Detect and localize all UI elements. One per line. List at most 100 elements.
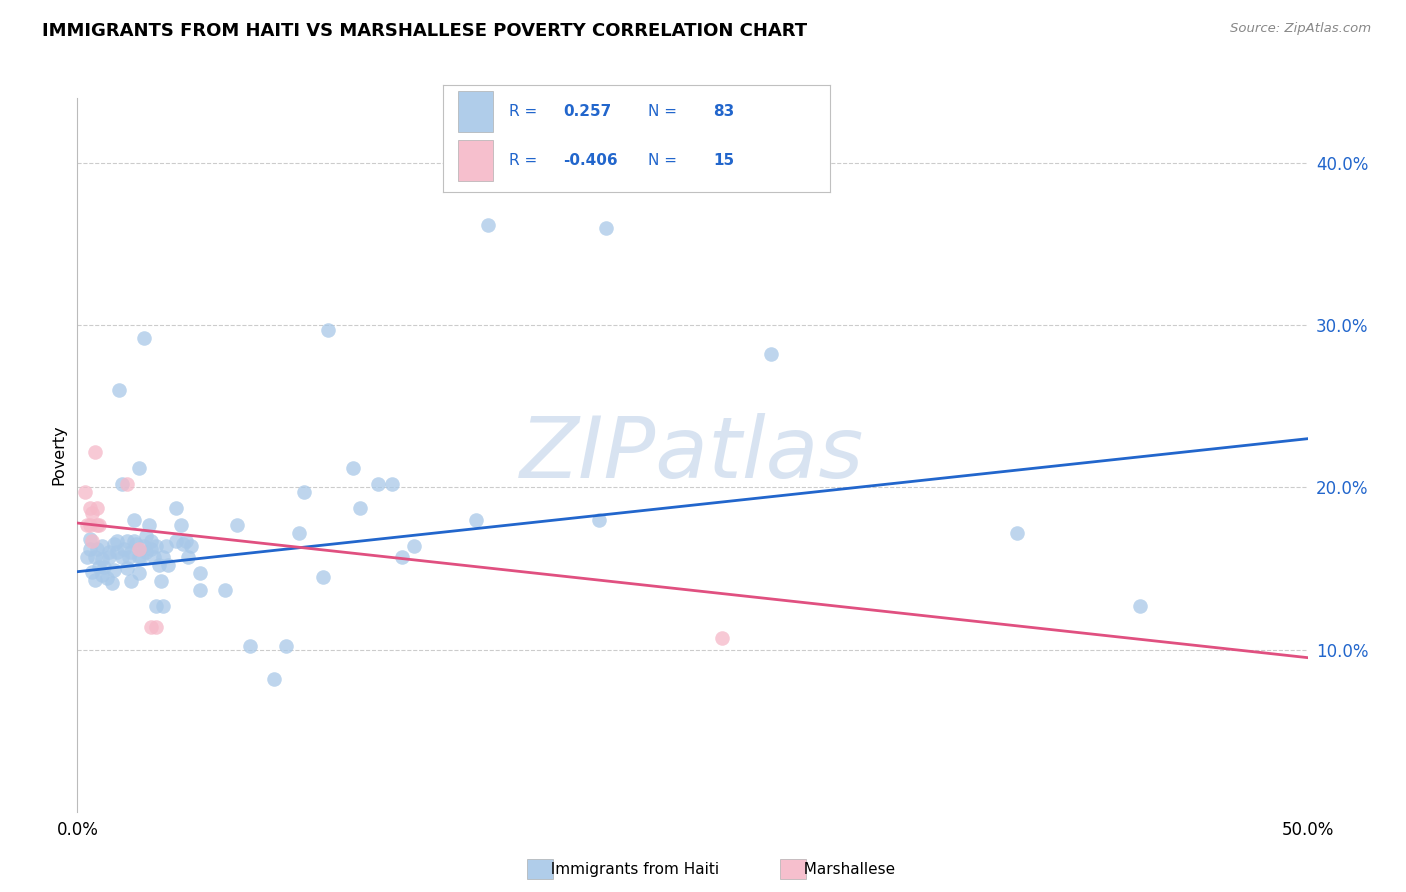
Point (98, 550, 121, 565)
Point (105, 545, 128, 559)
Point (477, 218, 499, 232)
Point (145, 620, 167, 634)
Point (79, 501, 101, 516)
Text: R =: R = (509, 153, 541, 169)
Point (111, 550, 132, 565)
Point (157, 558, 180, 573)
Point (165, 533, 187, 548)
Point (150, 574, 173, 589)
Bar (458, 91, 494, 132)
Point (288, 525, 311, 540)
Point (142, 550, 165, 565)
Point (83, 550, 105, 565)
Point (122, 533, 145, 548)
Point (145, 539, 167, 553)
Point (263, 672, 285, 686)
Point (1007, 525, 1029, 540)
Text: R =: R = (509, 104, 541, 119)
Point (1129, 599, 1152, 613)
Point (76, 517, 98, 532)
Text: Marshallese: Marshallese (794, 863, 896, 877)
Point (96, 571, 118, 585)
Point (82, 533, 104, 548)
Point (312, 569, 335, 583)
Text: Source: ZipAtlas.com: Source: ZipAtlas.com (1230, 22, 1371, 36)
Point (86, 517, 108, 532)
Point (148, 558, 170, 573)
Point (82, 506, 104, 520)
Point (174, 533, 197, 548)
Point (391, 550, 413, 565)
Point (93, 559, 115, 574)
Point (82, 565, 104, 579)
Point (89, 517, 111, 532)
Point (76, 550, 98, 565)
Point (89, 559, 111, 574)
Point (112, 541, 135, 556)
Point (122, 513, 145, 527)
Point (381, 477, 404, 491)
Text: 15: 15 (714, 153, 735, 169)
Point (190, 566, 212, 581)
Point (105, 533, 128, 548)
Point (103, 537, 125, 551)
Text: 83: 83 (714, 104, 735, 119)
Point (170, 517, 193, 532)
Point (180, 539, 202, 553)
Text: Immigrants from Haiti: Immigrants from Haiti (541, 863, 720, 877)
Point (404, 539, 426, 553)
Point (108, 383, 131, 397)
Point (128, 550, 150, 565)
Point (135, 529, 157, 543)
Point (125, 537, 148, 551)
Point (342, 461, 364, 475)
Point (83, 573, 105, 587)
Point (138, 517, 160, 532)
Bar (527, 859, 553, 879)
Point (595, 220, 617, 235)
Point (86, 501, 108, 516)
Point (349, 501, 371, 516)
Point (79, 533, 101, 547)
Point (98, 545, 121, 559)
Point (292, 485, 315, 500)
Text: 0.257: 0.257 (562, 104, 612, 119)
Point (128, 566, 150, 581)
Text: IMMIGRANTS FROM HAITI VS MARSHALLESE POVERTY CORRELATION CHART: IMMIGRANTS FROM HAITI VS MARSHALLESE POV… (42, 22, 807, 40)
Point (73, 485, 96, 500)
Point (152, 599, 174, 613)
Point (226, 517, 249, 532)
Point (86, 541, 108, 556)
Point (761, 347, 783, 361)
Point (121, 545, 143, 559)
Point (103, 563, 125, 577)
Point (318, 323, 340, 337)
Point (152, 550, 174, 565)
Point (118, 550, 141, 565)
Point (128, 461, 150, 475)
Point (465, 513, 488, 527)
Point (131, 550, 153, 565)
Point (115, 533, 138, 548)
Point (141, 533, 163, 548)
Point (141, 620, 163, 634)
Point (79, 541, 101, 556)
Point (239, 640, 262, 654)
Point (711, 631, 734, 645)
Point (132, 539, 155, 553)
Point (588, 513, 610, 527)
Text: -0.406: -0.406 (562, 153, 617, 169)
Point (165, 501, 187, 516)
Y-axis label: Poverty: Poverty (51, 425, 66, 485)
Point (115, 561, 138, 575)
Point (132, 331, 155, 345)
Bar (780, 859, 806, 879)
Point (90, 539, 114, 553)
Point (90, 568, 114, 582)
Point (101, 576, 124, 591)
Point (141, 541, 163, 556)
Text: N =: N = (648, 153, 682, 169)
Text: ZIPatlas: ZIPatlas (520, 413, 865, 497)
Point (172, 537, 194, 551)
Point (111, 477, 132, 491)
